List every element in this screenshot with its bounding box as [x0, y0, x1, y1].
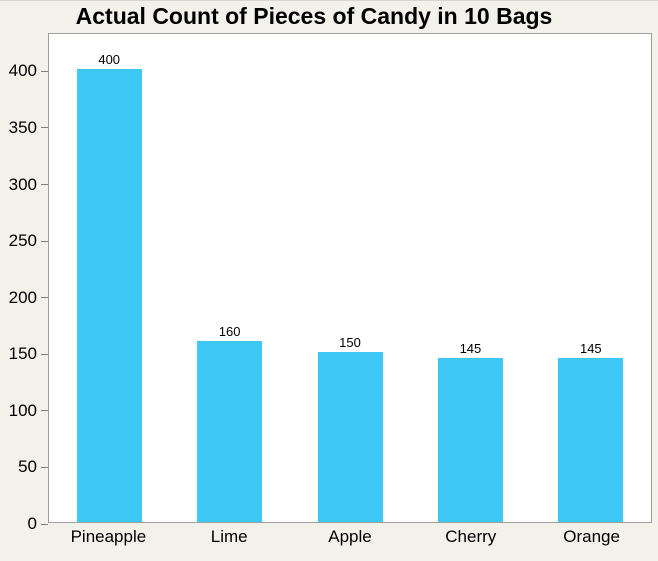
bar-value-label: 150: [339, 335, 361, 351]
y-axis-tick: [41, 240, 48, 242]
y-axis-tick-label: 350: [8, 117, 37, 137]
x-axis-label-pineapple: Pineapple: [70, 527, 147, 546]
y-axis-tick-label: 400: [8, 61, 37, 81]
y-axis-tick-label: 0: [27, 514, 37, 533]
y-axis-tick: [41, 410, 48, 412]
bar-cherry: [437, 357, 503, 522]
bar-apple: [317, 352, 383, 522]
y-axis-tick: [41, 184, 48, 185]
bar-slot-apple: 150: [290, 34, 410, 522]
chart-title: Actual Count of Pieces of Candy in 10 Ba…: [75, 3, 553, 29]
bar-pineapple: [76, 69, 142, 522]
y-axis-tick: [41, 523, 48, 525]
x-axis-label-orange: Orange: [563, 527, 620, 546]
y-axis-tick: [41, 466, 48, 468]
y-axis-tick: [41, 297, 48, 299]
bar-slot-orange: 145: [531, 34, 651, 522]
y-axis-tick: [41, 70, 48, 72]
bar-orange: [558, 357, 624, 522]
y-axis-tick-label: 100: [8, 400, 37, 420]
bar-slot-lime: 160: [169, 34, 289, 522]
window-top-edge: [0, 0, 658, 1]
bars-container: 400 160 150 145 145: [49, 34, 651, 522]
plot-area: 400 160 150 145 145 0 50 100 150 200 250 300 350 400: [9, 33, 652, 533]
x-axis-label-cherry: Cherry: [445, 527, 497, 546]
y-axis-tick: [41, 127, 48, 129]
bar-value-label: 400: [98, 52, 121, 68]
y-axis-tick-label: 300: [8, 174, 37, 194]
y-axis-tick: [41, 353, 48, 355]
bar-slot-cherry: 145: [410, 34, 530, 522]
y-axis-tick-label: 50: [18, 457, 37, 477]
y-axis-tick-label: 150: [8, 344, 37, 364]
x-axis-label-lime: Lime: [210, 527, 248, 546]
bar-value-label: 145: [579, 340, 602, 356]
bar-value-label: 160: [218, 323, 241, 339]
x-axis-label-apple: Apple: [328, 527, 372, 546]
x-axis-labels: Pineapple Lime Apple Cherry Orange: [48, 527, 652, 547]
bar-slot-pineapple: 400: [49, 34, 169, 522]
bar-lime: [197, 340, 263, 522]
y-axis-tick-label: 250: [8, 231, 37, 251]
y-axis-tick-label: 200: [8, 287, 37, 307]
bar-value-label: 145: [459, 340, 482, 356]
